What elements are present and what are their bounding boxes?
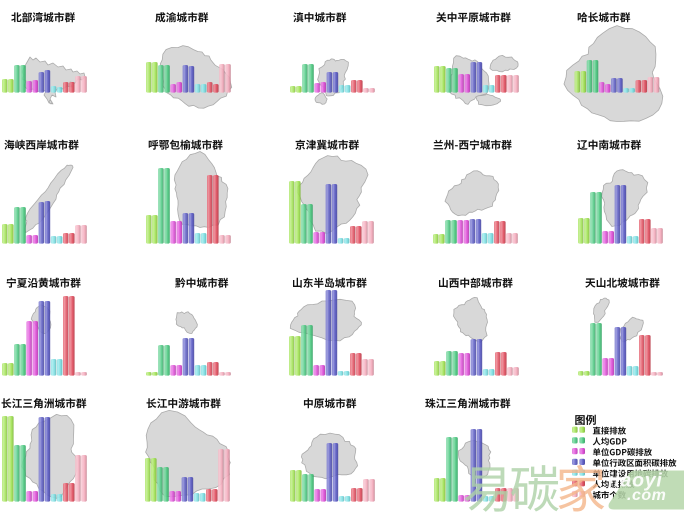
svg-text:.com: .com	[627, 487, 666, 504]
svg-text:jiaoyi: jiaoyi	[605, 470, 663, 492]
